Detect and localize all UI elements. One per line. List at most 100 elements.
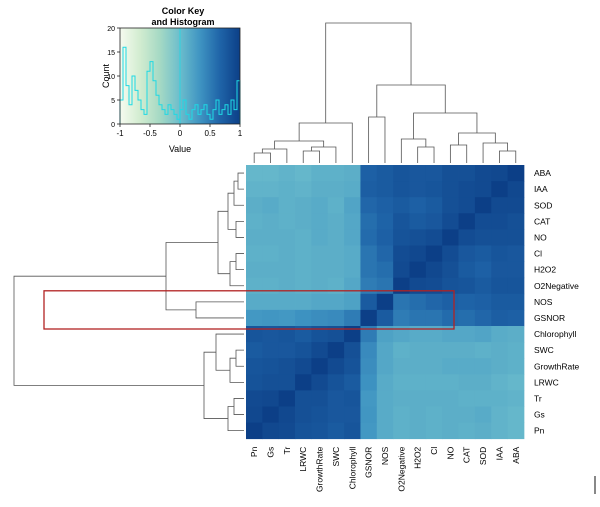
heatmap-cell	[360, 229, 378, 246]
heatmap-cell	[474, 358, 492, 375]
heatmap-cell	[425, 358, 443, 375]
heatmap-cell	[458, 181, 476, 198]
heatmap-cell	[409, 358, 427, 375]
column-label: Tr	[282, 447, 292, 455]
heatmap-cell	[262, 326, 280, 343]
heatmap-cell	[295, 326, 312, 343]
heatmap-cell	[376, 229, 394, 246]
heatmap-cell	[491, 229, 508, 246]
heatmap-cell	[491, 342, 508, 359]
heatmap-cell	[409, 229, 427, 246]
heatmap-cell	[474, 374, 492, 391]
heatmap-cell	[474, 229, 492, 246]
heatmap-cell	[327, 374, 345, 391]
color-key-x-tick-label: 1	[238, 129, 243, 138]
dendrogram-branch	[253, 152, 271, 163]
heatmap-cell	[344, 181, 361, 198]
heatmap-cell	[246, 181, 263, 198]
heatmap-cell	[295, 374, 312, 391]
heatmap-cell	[393, 422, 410, 440]
dendrogram-branch	[235, 253, 244, 271]
heatmap-cell	[474, 293, 492, 311]
heatmap-cell	[311, 229, 329, 246]
heatmap-cell	[246, 197, 263, 214]
heatmap-cell	[409, 293, 427, 311]
heatmap-cell	[246, 358, 263, 375]
row-label: LRWC	[534, 377, 559, 387]
heatmap-cell	[327, 390, 345, 407]
heatmap-cell	[474, 181, 492, 198]
heatmap-cell	[246, 165, 263, 182]
heatmap-cell	[278, 326, 296, 343]
heatmap-cell	[360, 422, 378, 440]
heatmap-cell	[360, 342, 378, 359]
heatmap-cell	[327, 261, 345, 279]
column-label: O2Negative	[396, 446, 406, 491]
heatmap-cell	[327, 358, 345, 375]
heatmap-cell	[474, 342, 492, 359]
heatmap-cell	[474, 165, 492, 182]
heatmap-cell	[360, 358, 378, 375]
heatmap-cell	[376, 261, 394, 279]
heatmap-cell	[507, 422, 525, 440]
heatmap-cell	[311, 374, 329, 391]
heatmap-cell	[376, 165, 394, 182]
heatmap-cell	[393, 358, 410, 375]
heatmap-cell	[507, 197, 525, 214]
heatmap-cell	[393, 261, 410, 279]
heatmap-cell	[262, 245, 280, 262]
column-label: H2O2	[413, 446, 423, 468]
heatmap-cell	[458, 358, 476, 375]
heatmap-cell	[327, 277, 345, 295]
heatmap-cell	[262, 358, 280, 375]
heatmap-cell	[393, 181, 410, 198]
column-label: Pn	[249, 446, 259, 457]
heatmap-cell	[458, 422, 476, 440]
heatmap-cell	[278, 277, 296, 295]
heatmap-cell	[295, 293, 312, 311]
heatmap-cell	[442, 229, 459, 246]
heatmap-cell	[360, 181, 378, 198]
row-label: Gs	[534, 410, 545, 420]
dendrogram-branch	[227, 406, 244, 432]
heatmap-cell	[474, 213, 492, 230]
dendrogram-branch	[482, 142, 508, 163]
heatmap-cell	[425, 261, 443, 279]
heatmap-cell	[409, 213, 427, 230]
heatmap-cell	[474, 245, 492, 262]
heatmap-cell	[442, 374, 459, 391]
heatmap-cell	[360, 406, 378, 423]
heatmap-cell	[344, 406, 361, 423]
heatmap-cell	[262, 229, 280, 246]
heatmap-cell	[425, 293, 443, 311]
column-dendrogram	[253, 22, 517, 163]
row-label: Chlorophyll	[534, 329, 577, 339]
heatmap-cell	[344, 165, 361, 182]
row-label: CAT	[534, 216, 550, 226]
column-label: GrowthRate	[315, 446, 325, 492]
heatmap-cell	[425, 181, 443, 198]
heatmap-cell	[507, 309, 525, 327]
heatmap-cell	[442, 197, 459, 214]
dendrogram-branch	[298, 122, 353, 163]
heatmap-cell	[262, 213, 280, 230]
heatmap-cell	[327, 406, 345, 423]
heatmap-cell	[262, 181, 280, 198]
column-label: GSNOR	[364, 447, 374, 478]
heatmap-cell	[311, 342, 329, 359]
row-label: GrowthRate	[534, 361, 580, 371]
heatmap-cell	[376, 374, 394, 391]
heatmap-cell	[278, 261, 296, 279]
heatmap-cell	[393, 293, 410, 311]
row-label: IAA	[534, 184, 548, 194]
dendrogram-branch	[261, 148, 288, 163]
heatmap-cell	[474, 309, 492, 327]
heatmap-cell	[507, 181, 525, 198]
column-labels: Pn Gs Tr LRWC GrowthRate SWC Chlorophyll GSNOR N…	[249, 446, 521, 492]
heatmap-cell	[311, 309, 329, 327]
heatmap-cell	[474, 390, 492, 407]
heatmap-cell	[458, 197, 476, 214]
heatmap-cell	[344, 342, 361, 359]
heatmap-cell	[327, 326, 345, 343]
heatmap-cell	[425, 165, 443, 182]
